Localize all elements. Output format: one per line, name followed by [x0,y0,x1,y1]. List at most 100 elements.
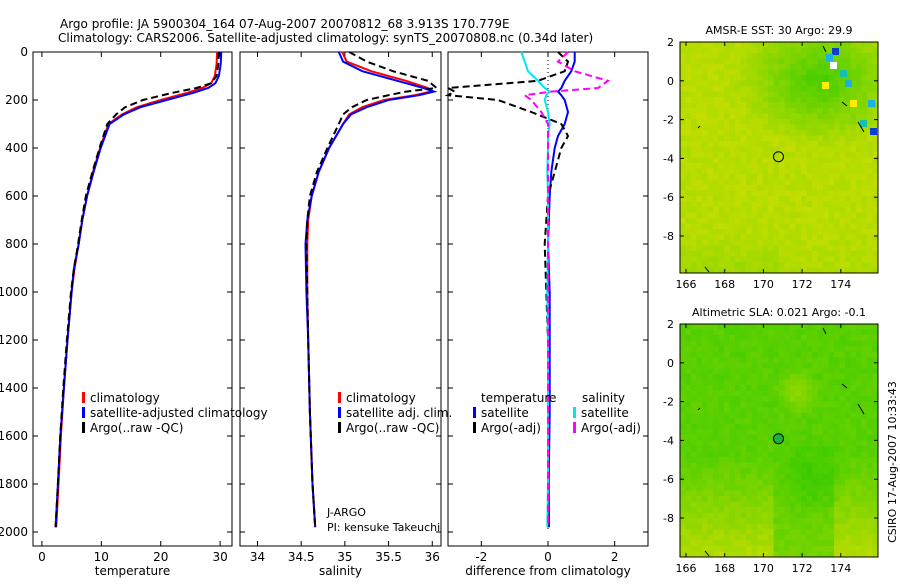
map-cell [779,451,785,458]
map-cell [751,446,758,452]
map-cell [718,329,725,336]
map-cell [746,152,752,158]
legend-swatch [338,407,341,418]
map-cell [839,179,846,186]
map-cell [773,429,780,436]
map-cell [812,179,818,186]
series-line-satellite-adjusted-climatology [54,51,223,528]
map-cell [751,53,758,59]
map-cell [718,401,725,408]
map-cell [806,379,813,386]
map-cell [768,251,774,257]
map-cell [685,196,692,202]
map-cell [702,168,708,175]
map-cell [784,368,791,375]
map-cell [867,229,873,235]
map-cell [685,473,692,480]
map-cell [746,401,752,408]
map-cell [757,418,763,425]
map-cell [790,412,796,419]
map-cell [718,262,725,268]
map-cell [806,234,813,241]
map-cell [790,451,796,458]
map-cell [867,168,873,175]
map-cell [817,201,824,208]
map-cell [867,429,873,436]
map-cell [828,357,835,364]
map-cell [773,234,780,241]
map-cell [713,357,719,364]
map-cell [773,212,780,219]
map-cell [729,457,736,464]
map-cell [685,229,692,235]
map-cell [872,396,879,403]
map-cell [773,385,780,391]
x-axis-label: temperature [95,564,170,578]
map-cell [735,379,741,386]
map-cell [839,335,846,342]
map-cell [845,484,851,491]
map-cell [856,223,862,230]
map-cell [691,119,697,125]
map-cell [806,47,813,54]
map-cell [806,434,813,441]
map-cell [707,551,714,558]
map-cell [718,229,725,235]
map-cell [801,507,807,514]
map-cell [845,108,851,114]
map-cell [691,157,697,164]
map-cell [823,473,829,480]
map-cell [823,234,829,241]
map-cell [867,113,873,120]
map-cell [779,518,785,525]
map-cell [768,42,774,48]
map-cell [696,64,703,70]
map-cell [784,429,791,436]
map-cell [845,440,851,447]
map-cell [817,457,824,464]
map-cell [795,42,802,48]
map-cell [740,490,747,497]
map-cell [867,373,873,380]
map-cell [707,523,714,530]
map-cell [850,407,857,414]
map-cell [685,97,692,103]
map-cell [801,201,807,208]
map-cell [823,262,829,268]
map-cell [685,223,692,230]
map-cell [823,152,829,158]
map-cell [713,207,719,213]
map-cell [828,479,835,486]
map-cell [784,42,791,48]
map-cell [718,379,725,386]
map-cell [718,362,725,369]
map-cell [872,518,879,525]
map-cell [751,262,758,268]
map-cell [795,130,802,136]
map-cell [779,256,785,263]
map-cell [713,423,719,430]
map-cell [839,434,846,441]
map-cell [707,141,714,147]
map-cell [861,157,868,164]
map-cell [746,396,752,403]
map-cell [823,42,829,48]
map-cell [817,446,824,452]
map-cell [740,234,747,241]
map-cell [757,146,763,153]
map-cell [696,234,703,241]
map-cell [729,69,736,76]
map-cell [762,185,769,191]
map-cell [850,174,857,180]
map-cell [817,196,824,202]
map-cell [845,512,851,519]
map-cell [823,218,829,224]
map-cell [845,163,851,169]
map-cell [845,251,851,257]
lat-tick-label: -6 [663,473,674,486]
map-cell [718,545,725,552]
map-cell [740,42,747,48]
map-cell [795,69,802,76]
map-cell [707,146,714,153]
map-cell [702,42,708,48]
